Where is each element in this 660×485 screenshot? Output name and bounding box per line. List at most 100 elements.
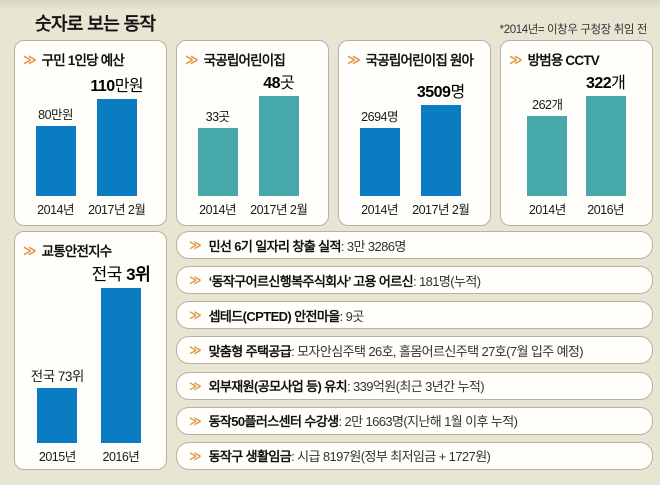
bullet-arrow-icon: ≫ bbox=[189, 273, 202, 288]
bar-group: 전국 3위 2016년 bbox=[92, 260, 151, 465]
bullet-arrow-icon: ≫ bbox=[189, 308, 202, 323]
bullet-arrow-icon: ≫ bbox=[189, 378, 202, 393]
list-item-value: 2만 1663명(지난해 1월 이후 누적) bbox=[344, 414, 518, 430]
bar-group: 48곳 2017년 2월 bbox=[250, 69, 308, 218]
top-charts-row: ≫ 구민 1인당 예산 80만원 2014년 110만원 2017년 2월 ≫ bbox=[14, 40, 653, 226]
list-item-value: 9곳 bbox=[345, 308, 365, 324]
bar-value-label: 33곳 bbox=[205, 110, 230, 124]
chart-area: 33곳 2014년 48곳 2017년 2월 bbox=[185, 69, 320, 218]
chart-title: 교통안전지수 bbox=[41, 244, 113, 259]
chart-header: ≫ 국공립어린이집 bbox=[185, 49, 320, 69]
bar-2016 bbox=[100, 288, 141, 443]
value-number: 110 bbox=[90, 78, 115, 95]
list-item-separator: : bbox=[340, 238, 347, 254]
bar-group: 322개 2016년 bbox=[585, 69, 626, 218]
list-item-text: 외부재원(공모사업 등) 유치: 339억원(최근 3년간 누적) bbox=[208, 376, 485, 395]
bar-value-label: 전국 3위 bbox=[92, 260, 151, 285]
bar-value-label: 110만원 bbox=[90, 72, 143, 96]
bar-2014 bbox=[359, 128, 400, 196]
chart-title: 국공립어린이집 원아 bbox=[365, 53, 474, 68]
list-item-living-wage: ≫ 동작구 생활임금: 시급 8197원(정부 최저임금 + 1727원) bbox=[176, 441, 653, 470]
list-item-text: 맞춤형 주택공급: 모자안심주택 26호, 홀몸어르신주택 27호(7월 입주 … bbox=[208, 341, 584, 360]
bar-2014 bbox=[527, 116, 568, 196]
chart-panel-daycare-children: ≫ 국공립어린이집 원아 2694명 2014년 3509명 2017년 2월 bbox=[338, 40, 491, 226]
value-unit: 명 bbox=[450, 84, 465, 101]
chart-title: 구민 1인당 예산 bbox=[41, 53, 125, 68]
bar-year-label: 2014년 bbox=[361, 203, 398, 217]
bar-group: 33곳 2014년 bbox=[197, 106, 238, 218]
bar-2014 bbox=[197, 128, 238, 196]
bar-year-label: 2017년 2월 bbox=[88, 203, 146, 217]
list-item-value: 시급 8197원(정부 최저임금 + 1727원) bbox=[297, 449, 491, 465]
bullet-arrow-icon: ≫ bbox=[23, 242, 37, 258]
bullet-arrow-icon: ≫ bbox=[189, 343, 202, 358]
bottom-section: ≫ 교통안전지수 전국 73위 2015년 전국 3위 2016년 ≫ 민선 bbox=[14, 231, 653, 470]
chart-header: ≫ 방범용 CCTV bbox=[509, 49, 644, 69]
bar-value-label: 2694명 bbox=[361, 110, 398, 124]
list-item-label: 맞춤형 주택공급 bbox=[208, 343, 292, 359]
value-number: 322 bbox=[585, 75, 612, 92]
list-item-separator: : bbox=[339, 308, 346, 324]
bar-year-label: 2017년 2월 bbox=[250, 203, 308, 217]
bar-group: 110만원 2017년 2월 bbox=[88, 72, 146, 218]
value-prefix: 전국 bbox=[91, 265, 127, 284]
value-number: 48 bbox=[263, 75, 281, 92]
chart-panel-cctv: ≫ 방범용 CCTV 262개 2014년 322개 2016년 bbox=[500, 40, 653, 226]
list-item-label: 외부재원(공모사업 등) 유치 bbox=[208, 379, 348, 395]
list-item-label: 동작구 생활임금 bbox=[208, 449, 292, 465]
bar-group: 전국 73위 2015년 bbox=[30, 365, 85, 465]
list-item-separator: : bbox=[291, 343, 298, 359]
chart-area: 2694명 2014년 3509명 2017년 2월 bbox=[347, 69, 482, 218]
chart-area: 전국 73위 2015년 전국 3위 2016년 bbox=[23, 260, 158, 465]
list-item-text: 민선 6기 일자리 창출 실적: 3만 3286명 bbox=[209, 236, 407, 255]
bullet-arrow-icon: ≫ bbox=[189, 238, 202, 252]
footnote: *2014년= 이창우 구청장 취임 전 bbox=[499, 24, 648, 36]
chart-header: ≫ 국공립어린이집 원아 bbox=[347, 49, 482, 69]
bar-year-label: 2016년 bbox=[587, 203, 625, 217]
value-unit: 개 bbox=[611, 75, 626, 92]
list-item-value: 3만 3286명 bbox=[346, 238, 406, 254]
bar-group: 80만원 2014년 bbox=[35, 104, 76, 218]
list-item-text: 동작50플러스센터 수강생: 2만 1663명(지난해 1월 이후 누적) bbox=[209, 411, 518, 430]
list-item-text: 셉테드(CPTED) 안전마을: 9곳 bbox=[208, 306, 365, 325]
bar-2014 bbox=[35, 126, 76, 196]
list-item-label: 동작50플러스센터 수강생 bbox=[208, 414, 339, 430]
bullet-arrow-icon: ≫ bbox=[185, 51, 199, 67]
bar-group: 2694명 2014년 bbox=[359, 106, 400, 218]
list-item-label: ‘동작구어르신행복주식회사’ 고용 어르신 bbox=[208, 273, 414, 289]
list-item-senior-employment: ≫ ‘동작구어르신행복주식회사’ 고용 어르신: 181명(누적) bbox=[176, 266, 653, 295]
list-item-external-funding: ≫ 외부재원(공모사업 등) 유치: 339억원(최근 3년간 누적) bbox=[176, 371, 653, 400]
page-title: 숫자로 보는 동작 bbox=[35, 14, 156, 34]
chart-title: 국공립어린이집 bbox=[203, 53, 286, 68]
bar-value-label: 322개 bbox=[585, 69, 626, 93]
list-item-jobs: ≫ 민선 6기 일자리 창출 실적: 3만 3286명 bbox=[176, 231, 653, 259]
value-unit: 곳 bbox=[280, 75, 295, 92]
chart-panel-budget-per-resident: ≫ 구민 1인당 예산 80만원 2014년 110만원 2017년 2월 bbox=[14, 40, 167, 226]
value-unit: 만원 bbox=[114, 78, 144, 95]
list-item-value: 모자안심주택 26호, 홀몸어르신주택 27호(7월 입주 예정) bbox=[297, 343, 584, 359]
bar-2016 bbox=[585, 96, 626, 196]
bar-year-label: 2014년 bbox=[199, 203, 236, 217]
list-item-text: 동작구 생활임금: 시급 8197원(정부 최저임금 + 1727원) bbox=[209, 446, 491, 465]
chart-area: 80만원 2014년 110만원 2017년 2월 bbox=[23, 69, 158, 218]
bar-group: 3509명 2017년 2월 bbox=[412, 78, 470, 218]
chart-header: ≫ 교통안전지수 bbox=[23, 240, 158, 260]
bullet-arrow-icon: ≫ bbox=[509, 51, 523, 67]
list-item-text: ‘동작구어르신행복주식회사’ 고용 어르신: 181명(누적) bbox=[208, 271, 482, 290]
list-item-cpted: ≫ 셉테드(CPTED) 안전마을: 9곳 bbox=[176, 301, 653, 330]
bar-value-label: 80만원 bbox=[38, 108, 74, 122]
list-item-separator: : bbox=[291, 449, 298, 465]
bar-2017 bbox=[420, 105, 461, 196]
chart-panel-traffic-safety: ≫ 교통안전지수 전국 73위 2015년 전국 3위 2016년 bbox=[14, 231, 167, 470]
value-number: 3위 bbox=[126, 265, 151, 284]
list-item-separator: : bbox=[338, 414, 345, 430]
list-item-housing: ≫ 맞춤형 주택공급: 모자안심주택 26호, 홀몸어르신주택 27호(7월 입… bbox=[176, 336, 653, 365]
chart-panel-public-daycare: ≫ 국공립어린이집 33곳 2014년 48곳 2017년 2월 bbox=[176, 40, 329, 226]
list-item-separator: : bbox=[347, 379, 354, 395]
list-item-50plus-center: ≫ 동작50플러스센터 수강생: 2만 1663명(지난해 1월 이후 누적) bbox=[176, 406, 653, 435]
list-item-separator: : bbox=[413, 273, 420, 289]
bar-value-label: 전국 73위 bbox=[30, 369, 85, 384]
bar-value-label: 48곳 bbox=[263, 69, 295, 93]
list-item-label: 셉테드(CPTED) 안전마을 bbox=[208, 308, 341, 324]
